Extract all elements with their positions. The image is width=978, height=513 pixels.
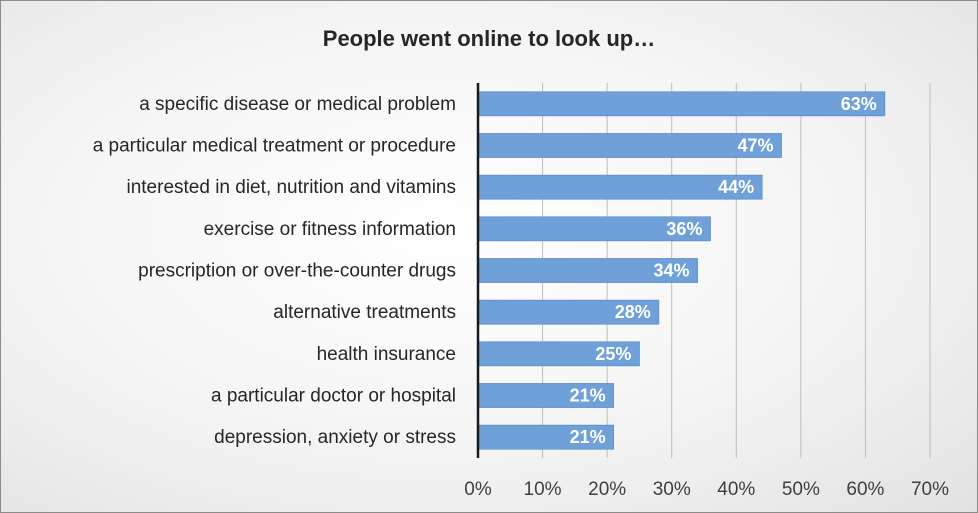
bar	[477, 258, 698, 283]
bar	[477, 424, 615, 450]
bar	[477, 299, 660, 325]
chart-title: People went online to look up…	[323, 26, 655, 51]
data-label: 44%	[718, 177, 754, 197]
data-label: 28%	[615, 302, 651, 322]
category-label: a particular medical treatment or proced…	[93, 136, 456, 157]
bar	[477, 133, 782, 158]
category-labels: a specific disease or medical problem a p…	[93, 94, 456, 448]
x-tick-labels: 0% 10% 20% 30% 40% 50% 60% 70%	[464, 479, 949, 500]
x-tick-label: 60%	[846, 479, 884, 500]
x-tick-label: 10%	[524, 479, 562, 500]
category-label: a specific disease or medical problem	[139, 94, 456, 115]
category-label: alternative treatments	[273, 302, 456, 323]
x-tick-label: 40%	[717, 479, 755, 500]
data-labels: 63% 47% 44% 36% 34% 28% 25% 21% 21%	[570, 94, 877, 447]
data-label: 34%	[654, 261, 690, 281]
x-tick-label: 70%	[911, 479, 949, 500]
category-label: health insurance	[317, 344, 456, 365]
x-tick-label: 20%	[588, 479, 626, 500]
data-label: 63%	[841, 94, 877, 114]
data-label: 21%	[570, 427, 606, 447]
data-label: 47%	[737, 136, 773, 156]
x-tick-label: 30%	[653, 479, 691, 500]
category-label: interested in diet, nutrition and vitami…	[126, 177, 456, 198]
category-label: a particular doctor or hospital	[211, 386, 456, 407]
category-label: depression, anxiety or stress	[214, 427, 456, 448]
bar	[477, 216, 711, 242]
bars	[477, 91, 886, 450]
data-label: 36%	[666, 219, 702, 239]
x-tick-label: 50%	[782, 479, 820, 500]
category-label: prescription or over-the-counter drugs	[138, 261, 456, 282]
category-label: exercise or fitness information	[204, 219, 456, 240]
bar	[477, 341, 640, 367]
x-tick-label: 0%	[464, 479, 492, 500]
bar	[477, 91, 886, 117]
data-label: 25%	[595, 344, 631, 364]
data-label: 21%	[570, 386, 606, 406]
